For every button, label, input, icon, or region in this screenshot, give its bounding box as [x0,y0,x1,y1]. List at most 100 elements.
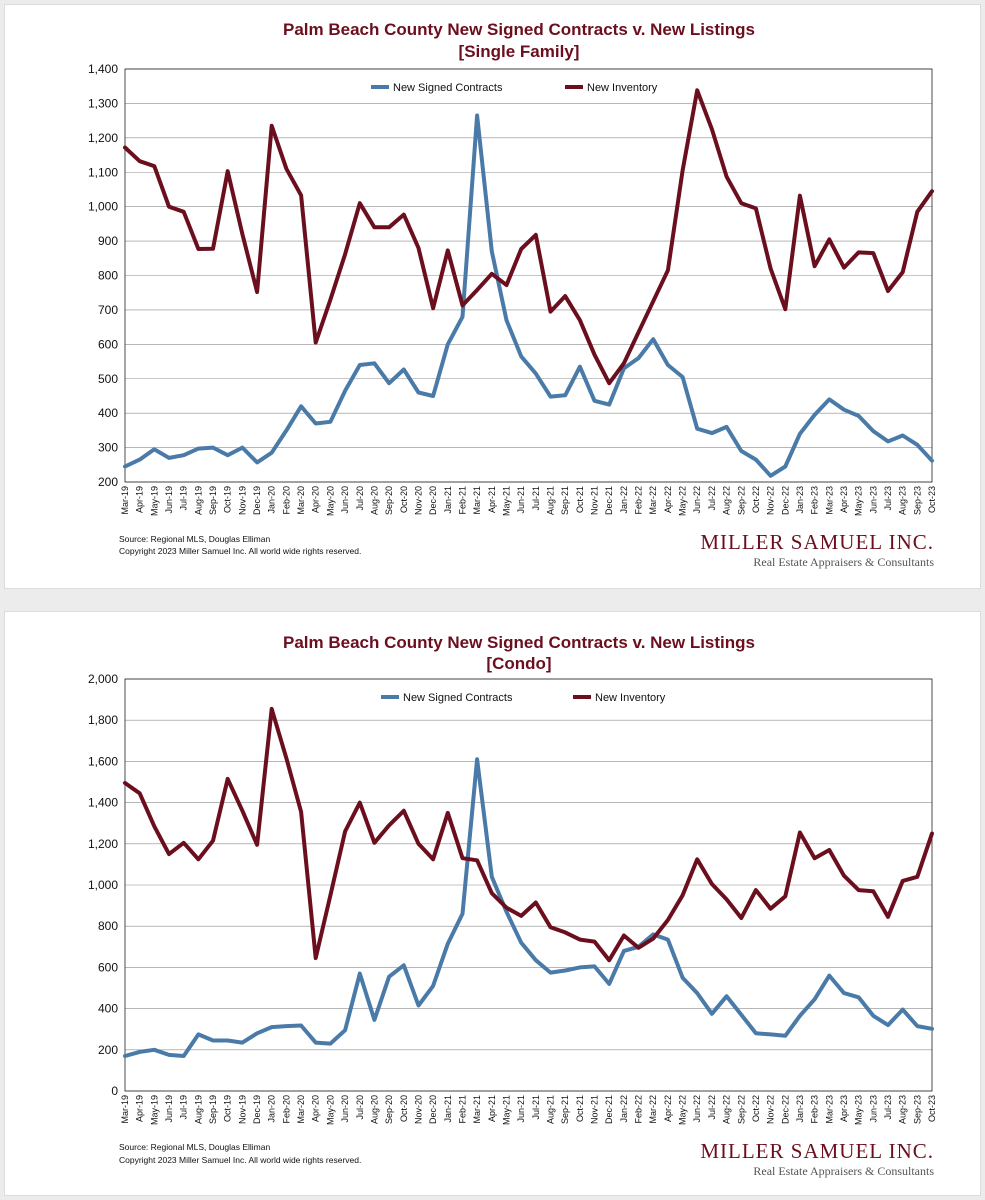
y-tick-label: 500 [98,372,118,386]
copyright-note: Copyright 2023 Miller Samuel Inc. All wo… [119,1155,361,1165]
x-tick-label: Nov-21 [590,1095,600,1124]
x-tick-label: Nov-22 [766,1095,776,1124]
x-tick-label: Feb-22 [634,1095,644,1124]
x-tick-label: Feb-22 [634,486,644,515]
x-tick-label: Apr-23 [839,1095,849,1122]
x-tick-label: Mar-20 [296,1095,306,1124]
x-tick-label: Sep-22 [736,1095,746,1124]
x-tick-label: Oct-20 [399,486,409,513]
single-family-chart-panel: Palm Beach County New Signed Contracts v… [4,4,981,589]
x-tick-label: Mar-22 [648,1095,658,1124]
y-tick-label: 300 [98,441,118,455]
x-tick-label: Aug-23 [898,1095,908,1124]
legend-label-contracts: New Signed Contracts [403,692,513,704]
x-tick-label: Feb-20 [281,486,291,515]
x-tick-label: Aug-20 [369,1095,379,1124]
brand-name: MILLER SAMUEL INC. [700,1139,934,1163]
x-tick-label: Sep-19 [208,486,218,515]
y-tick-label: 1,100 [88,165,118,179]
y-tick-label: 1,400 [88,62,118,76]
y-tick-label: 400 [98,406,118,420]
chart-title: Palm Beach County New Signed Contracts v… [283,20,755,39]
y-tick-label: 1,300 [88,96,118,110]
x-tick-label: Mar-22 [648,486,658,515]
x-tick-label: Jan-22 [619,1095,629,1123]
y-tick-label: 1,200 [88,837,118,851]
x-tick-label: Oct-20 [399,1095,409,1122]
x-tick-label: Sep-20 [384,1095,394,1124]
x-tick-label: Mar-23 [824,486,834,515]
x-tick-label: May-19 [149,1095,159,1125]
x-tick-label: Jan-22 [619,486,629,514]
y-tick-label: 200 [98,1043,118,1057]
y-tick-label: 900 [98,234,118,248]
legend-label-contracts: New Signed Contracts [393,82,503,94]
y-tick-label: 200 [98,475,118,489]
x-tick-label: Jan-20 [267,1095,277,1123]
x-tick-label: Sep-23 [912,486,922,515]
y-tick-label: 1,400 [88,796,118,810]
x-tick-label: Dec-20 [428,1095,438,1124]
x-tick-label: Dec-20 [428,486,438,515]
x-tick-label: Nov-20 [413,486,423,515]
x-tick-label: Apr-21 [487,1095,497,1122]
source-note: Source: Regional MLS, Douglas Elliman [119,1142,270,1152]
x-tick-label: Mar-19 [120,1095,130,1124]
brand-name: MILLER SAMUEL INC. [700,530,934,554]
x-tick-label: Jun-19 [164,486,174,514]
x-tick-label: Feb-21 [457,1095,467,1124]
y-tick-label: 1,200 [88,131,118,145]
plot-area [124,678,933,1092]
y-tick-label: 1,000 [88,878,118,892]
x-tick-label: Jun-21 [516,1095,526,1123]
legend-label-inventory: New Inventory [587,82,658,94]
x-tick-label: Oct-21 [575,486,585,513]
x-tick-label: Oct-21 [575,1095,585,1122]
x-tick-label: May-22 [678,1095,688,1125]
x-tick-label: May-20 [325,486,335,516]
x-tick-label: Apr-23 [839,486,849,513]
x-tick-label: Jan-20 [267,486,277,514]
x-tick-label: Apr-19 [135,486,145,513]
x-tick-label: Aug-22 [722,486,732,515]
x-tick-label: Dec-19 [252,486,262,515]
x-tick-label: Aug-19 [193,1095,203,1124]
x-tick-label: Jun-22 [692,1095,702,1123]
series-line-new-signed-contracts [123,113,934,478]
x-tick-label: Aug-21 [546,1095,556,1124]
x-tick-label: Nov-21 [590,486,600,515]
x-tick-label: Aug-22 [722,1095,732,1124]
y-tick-label: 1,000 [88,200,118,214]
x-tick-label: Nov-19 [237,486,247,515]
legend: New Signed Contracts New Inventory [371,82,658,94]
x-tick-label: Oct-19 [223,486,233,513]
x-tick-label: Jun-22 [692,486,702,514]
x-tick-label: Sep-22 [736,486,746,515]
brand-tagline: Real Estate Appraisers & Consultants [753,1164,934,1178]
x-tick-label: Jul-23 [883,1095,893,1120]
x-tick-label: Jul-19 [179,486,189,511]
y-tick-label: 2,000 [88,672,118,686]
x-tick-label: Jul-19 [179,1095,189,1120]
brand-tagline: Real Estate Appraisers & Consultants [753,555,934,569]
series-line-new-signed-contracts [123,757,934,1058]
y-tick-label: 600 [98,337,118,351]
y-tick-label: 1,600 [88,754,118,768]
x-tick-label: Aug-21 [546,486,556,515]
x-tick-label: Mar-23 [824,1095,834,1124]
x-tick-label: Jun-20 [340,486,350,514]
x-tick-label: Jul-20 [355,1095,365,1120]
x-tick-label: Feb-20 [281,1095,291,1124]
x-tick-label: Sep-23 [912,1095,922,1124]
x-tick-label: Nov-22 [766,486,776,515]
x-tick-label: May-21 [501,1095,511,1125]
condo-chart-panel: Palm Beach County New Signed Contracts v… [4,611,981,1196]
x-tick-label: Sep-21 [560,486,570,515]
x-tick-label: Feb-21 [457,486,467,515]
x-tick-label: Jul-23 [883,486,893,511]
x-tick-label: Feb-23 [810,1095,820,1124]
legend-label-inventory: New Inventory [595,692,666,704]
x-tick-label: Jul-22 [707,1095,717,1120]
x-tick-label: Aug-19 [193,486,203,515]
x-tick-label: Jun-23 [868,486,878,514]
